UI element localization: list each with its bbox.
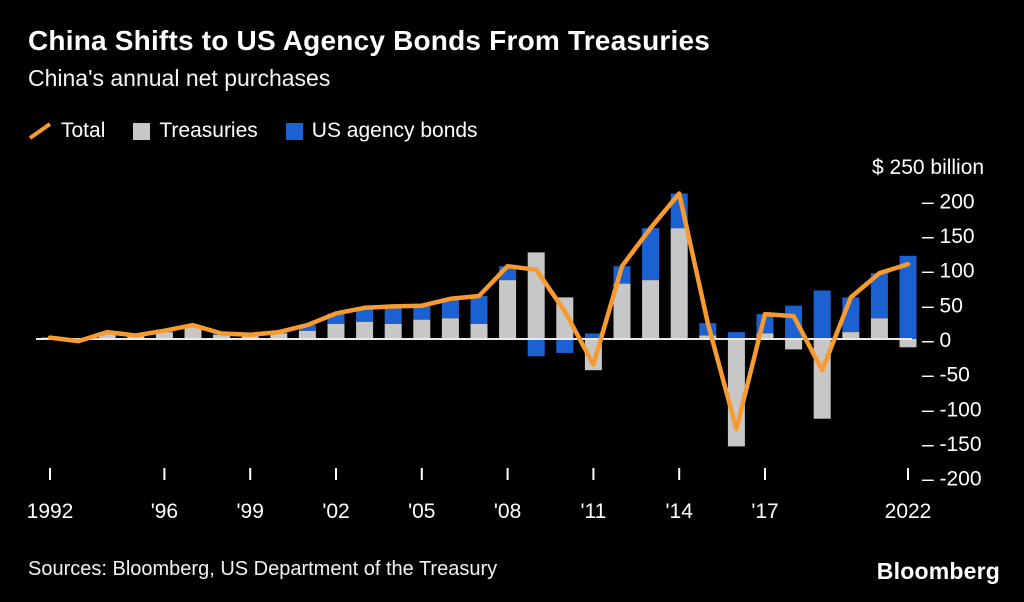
bar-treasuries	[270, 333, 288, 339]
header: China Shifts to US Agency Bonds From Tre…	[28, 25, 996, 92]
bar-treasuries	[327, 323, 345, 339]
bar-us-agency-bonds	[556, 339, 574, 353]
bar-us-agency-bonds	[584, 333, 602, 339]
bar-treasuries	[499, 280, 517, 339]
total-line-swatch-icon	[28, 122, 52, 140]
x-tick-label: '08	[494, 500, 521, 523]
chart-subtitle: China's annual net purchases	[28, 64, 331, 91]
x-tick-label: '17	[751, 500, 778, 523]
total-line	[47, 191, 911, 432]
bar-treasuries	[298, 330, 316, 339]
bar-us-agency-bonds	[527, 339, 545, 357]
bar-treasuries	[384, 323, 402, 339]
bar-treasuries	[356, 321, 374, 339]
bar-treasuries	[413, 319, 431, 339]
sources-note: Sources: Bloomberg, US Department of the…	[28, 558, 498, 580]
bar-us-agency-bonds	[813, 290, 831, 339]
bar-treasuries	[842, 332, 860, 339]
x-tick-label: '11	[580, 500, 606, 523]
x-tick-label: '96	[151, 500, 178, 523]
legend-label-agency: US agency bonds	[311, 119, 478, 142]
bar-treasuries	[213, 334, 231, 339]
chart-title: China Shifts to US Agency Bonds From Tre…	[28, 25, 711, 56]
bar-treasuries	[241, 336, 259, 339]
treasuries-swatch-icon	[133, 122, 151, 140]
bar-treasuries	[642, 280, 660, 339]
bar-treasuries	[699, 335, 717, 339]
bar-us-agency-bonds	[327, 313, 345, 324]
bar-treasuries	[899, 339, 917, 348]
bar-us-agency-bonds	[870, 273, 888, 319]
legend: Total Treasuries US agency bonds	[28, 119, 478, 143]
bar-us-agency-bonds	[785, 305, 803, 339]
x-tick-label: '14	[666, 500, 694, 523]
bar-us-agency-bonds	[441, 298, 459, 319]
y-tick-label: – 0	[922, 329, 951, 352]
bar-treasuries	[785, 339, 803, 350]
bar-treasuries	[98, 332, 116, 339]
bar-us-agency-bonds	[470, 296, 488, 324]
x-tick-label: '05	[408, 500, 435, 523]
y-tick-label: – 200	[922, 190, 975, 213]
y-tick-label: – -50	[922, 364, 970, 387]
bar-treasuries	[756, 333, 774, 339]
bar-us-agency-bonds	[356, 307, 374, 322]
bar-treasuries	[870, 318, 888, 339]
y-tick-label: – 50	[922, 294, 963, 317]
bar-us-agency-bonds	[298, 325, 316, 331]
legend-item-total: Total	[28, 119, 105, 143]
bar-treasuries	[527, 252, 545, 339]
bar-treasuries	[184, 326, 202, 339]
y-tick-label: – -100	[922, 398, 982, 421]
bar-treasuries	[670, 228, 688, 339]
x-tick-label: '02	[322, 500, 349, 523]
x-tick-label: 1992	[27, 500, 74, 523]
bar-us-agency-bonds	[727, 332, 745, 339]
bar-treasuries	[613, 283, 631, 339]
bar-treasuries	[470, 323, 488, 339]
bar-treasuries	[441, 318, 459, 339]
x-tick-label: 2022	[885, 500, 932, 523]
bar-us-agency-bonds	[413, 305, 431, 320]
bar-us-agency-bonds	[899, 255, 917, 339]
bloomberg-logo: Bloomberg	[876, 558, 1000, 584]
y-tick-label: – -200	[922, 468, 982, 491]
y-tick-label: – -150	[922, 433, 982, 456]
legend-item-agency: US agency bonds	[285, 119, 478, 143]
legend-item-treasuries: Treasuries	[133, 119, 258, 143]
bar-treasuries	[155, 332, 173, 339]
y-tick-label: – 150	[922, 225, 975, 248]
legend-label-treasuries: Treasuries	[159, 119, 258, 142]
agency-swatch-icon	[285, 122, 303, 140]
y-tick-label: – 100	[922, 260, 975, 283]
bar-us-agency-bonds	[384, 306, 402, 324]
bar-us-agency-bonds	[642, 228, 660, 281]
y-axis-top-label: $ 250 billion	[872, 156, 984, 179]
x-tick-label: '99	[237, 500, 264, 523]
legend-label-total: Total	[61, 119, 106, 142]
